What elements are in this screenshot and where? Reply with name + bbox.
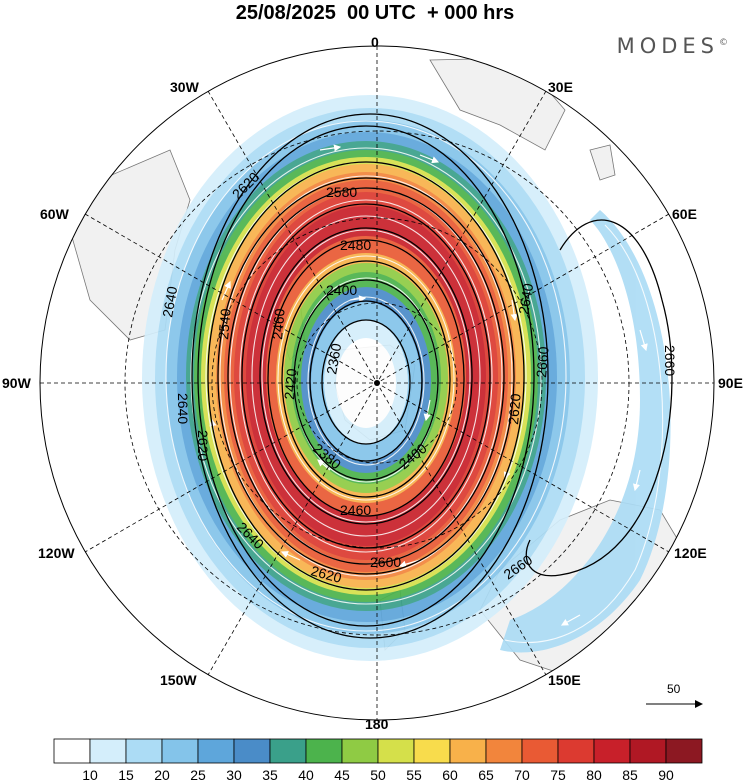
lon-label-150e: 150E — [548, 672, 581, 688]
flow-arrow — [632, 469, 641, 492]
streamline — [239, 199, 493, 553]
reference-vector — [646, 700, 703, 708]
lon-label-90e: 90E — [718, 375, 743, 391]
lon-label-90w: 90W — [2, 375, 31, 391]
contour-label: 2620 — [309, 562, 343, 586]
height-contours — [191, 113, 673, 639]
contour-label: 2460 — [340, 502, 371, 518]
flow-arrow — [319, 144, 342, 152]
contour-2480 — [259, 227, 473, 525]
contour-label: 2420 — [281, 368, 300, 401]
modes-logo: MODES© — [617, 34, 728, 58]
streamline — [219, 175, 513, 577]
streamline — [277, 255, 455, 501]
contour-2660 — [191, 113, 549, 639]
lon-label-180: 180 — [365, 716, 389, 732]
streamline — [190, 147, 542, 605]
lon-label-120w: 120W — [38, 545, 75, 561]
contour-label: 2480 — [340, 237, 371, 253]
contour-2420 — [281, 260, 451, 498]
flow-arrow — [560, 614, 581, 626]
contour-label: 2640 — [159, 285, 180, 319]
lon-label-120e: 120E — [674, 545, 707, 561]
streamline — [251, 215, 481, 537]
contour-label: 2580 — [326, 184, 357, 200]
contour-label: 2620 — [195, 430, 211, 461]
flow-arrow — [423, 399, 431, 422]
flow-arrow — [398, 559, 421, 568]
contour-2540 — [241, 203, 491, 549]
secondary-jet-shading — [500, 210, 671, 653]
brand-mark: © — [719, 38, 728, 48]
contour-label: 2660 — [662, 345, 678, 376]
contour-2400 — [293, 279, 439, 481]
lon-label-0: 0 — [371, 34, 379, 50]
contour-2640 — [197, 125, 535, 627]
streamline — [504, 224, 664, 643]
contour-label: 2400 — [326, 282, 357, 298]
reference-vector-value: 50 — [667, 682, 681, 696]
contour-label: 2460 — [269, 308, 288, 341]
contour-label: 2620 — [505, 393, 524, 426]
lon-label-30w: 30W — [170, 79, 199, 95]
flow-arrow — [280, 551, 301, 561]
lon-label-30e: 30E — [548, 79, 573, 95]
lon-label-150w: 150W — [160, 672, 197, 688]
contour-2660-east — [525, 219, 673, 577]
contour-label: 2640 — [515, 282, 536, 316]
lon-label-60w: 60W — [40, 206, 69, 222]
contour-2460 — [267, 239, 465, 517]
streamline — [261, 229, 471, 523]
contour-label: 2600 — [370, 554, 401, 570]
contour-2380 — [309, 300, 423, 462]
madagascar-land — [589, 144, 616, 181]
contour-label: 2360 — [323, 342, 344, 376]
flow-arrow — [639, 329, 648, 352]
flow-arrow — [221, 280, 231, 301]
map-disc: 2620 2580 2480 2400 2640 2540 2460 2360 … — [40, 46, 714, 720]
contour-2360 — [321, 319, 411, 445]
contour-label: 2660 — [533, 346, 552, 379]
map-title: 25/08/2025 00 UTC + 000 hrs — [235, 2, 515, 24]
contour-2620 — [207, 161, 525, 591]
flow-arrow — [419, 154, 440, 164]
contour-2580 — [227, 187, 505, 565]
lon-label-60e: 60E — [672, 206, 697, 222]
brand-text: MODES — [616, 34, 719, 58]
map-boundary — [39, 45, 715, 721]
flow-arrow — [349, 295, 367, 303]
contour-2600 — [217, 177, 515, 575]
contour-label: 2640 — [175, 393, 191, 424]
south-pole-marker — [374, 380, 380, 386]
flow-arrow — [510, 299, 518, 322]
contour-label: 2540 — [215, 308, 234, 341]
streamline — [165, 120, 567, 632]
